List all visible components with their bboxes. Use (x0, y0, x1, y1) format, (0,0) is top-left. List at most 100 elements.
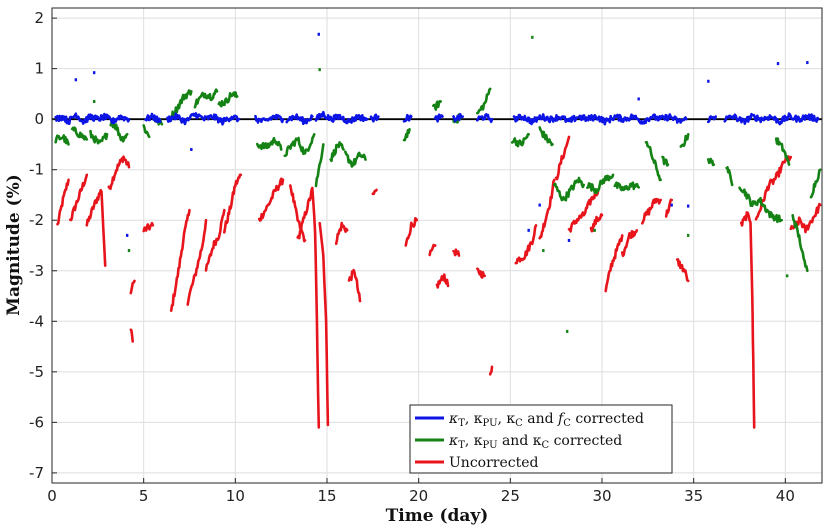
outlier-point (92, 99, 96, 103)
series-segment (85, 188, 107, 268)
series-segment (402, 113, 413, 123)
series-segment (255, 136, 283, 151)
outlier-point (125, 233, 129, 237)
series-segment (54, 112, 131, 125)
series-segment (640, 197, 663, 225)
series-segment (54, 134, 70, 146)
series-segment (204, 208, 226, 272)
series-segment (283, 133, 316, 158)
series-segment (538, 126, 554, 147)
outlier-point (637, 97, 640, 101)
y-tick-label: -4 (29, 312, 44, 330)
x-tick-label: 35 (684, 487, 703, 505)
series-segment (56, 178, 70, 226)
series-segment (475, 267, 487, 279)
series-segment (664, 198, 674, 218)
x-ticks: 0 5 10 15 20 25 30 35 40 (47, 478, 795, 505)
series-segment (329, 141, 345, 163)
x-tick-label: 40 (776, 487, 795, 505)
series-segment (675, 258, 690, 283)
series-segment (488, 365, 494, 376)
x-tick-label: 30 (592, 487, 611, 505)
outlier-point (74, 78, 78, 82)
outlier-point (318, 68, 321, 72)
series-segment (343, 150, 367, 168)
x-tick-label: 25 (501, 487, 520, 505)
series-segment (644, 141, 663, 182)
series-segment (347, 268, 362, 303)
series-segment (706, 115, 718, 124)
series-segment (428, 243, 437, 257)
series-2 (54, 110, 820, 126)
y-tick-label: 2 (34, 9, 44, 27)
series-segment (510, 133, 531, 148)
series-segment (552, 176, 586, 202)
series-segment (613, 181, 641, 192)
outlier-point (317, 32, 320, 36)
series-segment (318, 221, 330, 427)
outlier-point (806, 61, 809, 65)
x-tick-label: 0 (47, 487, 57, 505)
outlier-point (127, 249, 131, 253)
series-segment (679, 133, 690, 148)
series-segment (166, 112, 241, 126)
outlier-point (785, 274, 789, 278)
series-segment (107, 155, 131, 191)
series-segment (512, 113, 688, 126)
series-segment (296, 186, 321, 429)
series-segment (475, 113, 494, 124)
y-tick-label: -2 (29, 211, 44, 229)
series-segment (257, 177, 285, 222)
series-segment (475, 87, 492, 115)
y-tick-label: 0 (34, 110, 44, 128)
plot-frame (51, 7, 823, 484)
series-segment (725, 166, 734, 187)
series-segment (567, 188, 600, 233)
series-segment (142, 124, 151, 139)
series-segment (186, 218, 208, 306)
series-segment (706, 157, 716, 167)
series-segment (791, 214, 809, 273)
outlier-point (542, 249, 545, 253)
series-segment (169, 208, 191, 313)
series-segment (168, 89, 193, 123)
legend-label: κT, κPU and κC corrected (448, 433, 622, 451)
series-segment (70, 126, 89, 141)
outlier-point (567, 238, 571, 242)
outlier-point (190, 147, 193, 151)
y-tick-label: -3 (29, 262, 44, 280)
series-segment (217, 91, 239, 108)
x-tick-label: 15 (317, 487, 336, 505)
series-segment (514, 224, 538, 265)
outlier-point (92, 71, 96, 75)
outlier-point (670, 203, 673, 207)
outlier-point (538, 203, 541, 207)
series-segment (809, 168, 822, 199)
series-segment (431, 100, 443, 111)
series-segment (738, 186, 784, 224)
series-segment (789, 202, 822, 234)
y-tick-label: -7 (29, 464, 44, 482)
series-segment (604, 234, 624, 293)
series-segment (452, 113, 465, 123)
series-segment (254, 113, 285, 124)
series-segment (109, 121, 129, 143)
series-segment (142, 221, 155, 233)
outlier-point (565, 329, 569, 333)
series-segment (620, 229, 639, 258)
y-axis-label: Magnitude (%) (4, 174, 24, 316)
series-1 (54, 87, 822, 273)
legend-label: Uncorrected (449, 455, 539, 471)
series-segment (538, 178, 556, 240)
outlier-point (686, 233, 690, 237)
series-layer (54, 32, 822, 429)
legend-label: κT, κPU, κC and fC corrected (448, 411, 644, 429)
outlier-point (707, 79, 710, 83)
series-segment (223, 173, 243, 234)
series-segment (589, 213, 604, 233)
y-tick-label: -6 (29, 413, 44, 431)
x-tick-label: 20 (409, 487, 428, 505)
outlier-point (527, 228, 530, 232)
series-segment (285, 113, 314, 126)
series-segment (314, 143, 325, 188)
